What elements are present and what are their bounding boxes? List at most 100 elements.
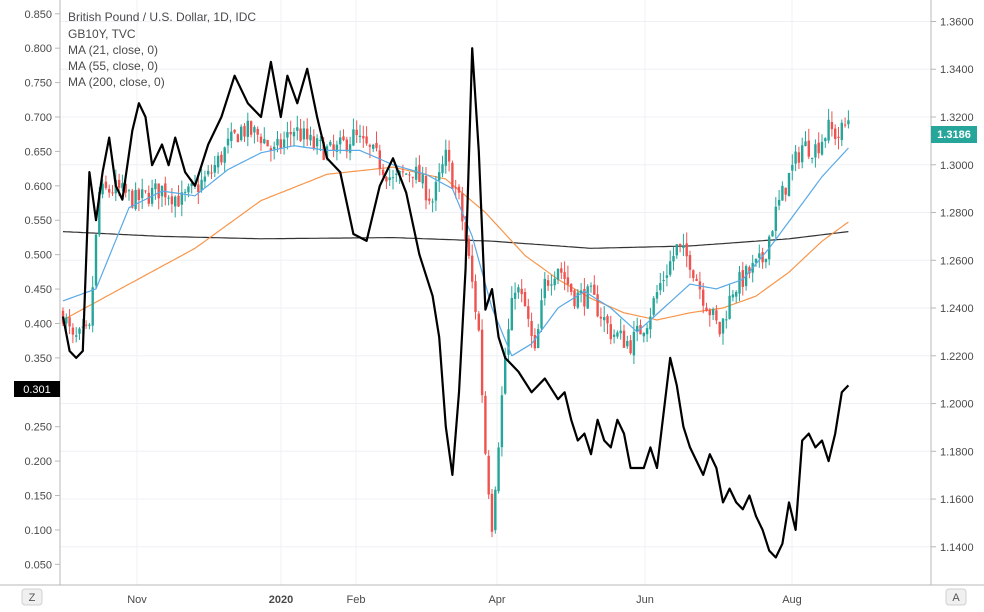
candle bbox=[692, 269, 695, 282]
candle bbox=[431, 198, 434, 213]
left-scale-label: Z bbox=[29, 592, 36, 604]
time-tick-label: Apr bbox=[488, 594, 505, 606]
candle bbox=[381, 163, 385, 178]
candle bbox=[375, 131, 378, 152]
candle bbox=[104, 175, 108, 190]
candle bbox=[226, 127, 230, 154]
candle bbox=[348, 136, 352, 161]
candle bbox=[843, 117, 847, 128]
candle bbox=[520, 279, 523, 303]
candle bbox=[606, 314, 609, 335]
candle bbox=[570, 283, 573, 296]
candle bbox=[342, 129, 345, 142]
candle bbox=[154, 178, 157, 200]
candle bbox=[309, 126, 312, 146]
candle bbox=[411, 176, 414, 188]
candle bbox=[824, 137, 827, 148]
left-tick-label: 0.650 bbox=[24, 146, 52, 158]
candle bbox=[477, 311, 480, 332]
gb10y-line bbox=[61, 47, 850, 559]
legend-ma21: MA (21, close, 0) bbox=[68, 43, 158, 57]
candle bbox=[708, 308, 711, 327]
candle bbox=[365, 126, 368, 146]
candle bbox=[84, 320, 88, 329]
ma21-line bbox=[62, 145, 849, 357]
candle bbox=[279, 133, 282, 155]
candle bbox=[246, 112, 249, 147]
candle bbox=[282, 131, 286, 155]
candle bbox=[494, 486, 497, 534]
candle bbox=[68, 309, 71, 335]
candle bbox=[556, 268, 560, 285]
candle bbox=[213, 155, 216, 177]
candle bbox=[517, 284, 520, 299]
candle bbox=[731, 290, 735, 302]
right-tick-label: 1.2800 bbox=[940, 208, 974, 220]
left-scale-button[interactable]: Z bbox=[21, 588, 43, 606]
right-tick-label: 1.2400 bbox=[940, 303, 974, 315]
candle bbox=[847, 110, 850, 129]
time-tick-label: Aug bbox=[782, 594, 802, 606]
candle bbox=[665, 264, 669, 287]
candle bbox=[167, 195, 170, 206]
legend-ma55: MA (55, close, 0) bbox=[68, 59, 158, 73]
candle bbox=[180, 180, 183, 217]
candle bbox=[735, 290, 738, 303]
candle bbox=[249, 120, 253, 138]
candle bbox=[797, 146, 801, 169]
candle bbox=[296, 115, 299, 141]
candle bbox=[75, 327, 78, 343]
left-tick-label: 0.400 bbox=[24, 318, 52, 330]
candle bbox=[523, 288, 527, 307]
candle bbox=[550, 274, 553, 296]
candle bbox=[183, 188, 187, 202]
candle bbox=[144, 190, 147, 194]
candle bbox=[576, 289, 579, 310]
right-tick-label: 1.2000 bbox=[940, 399, 974, 411]
left-axis[interactable]: 0.850 0.800 0.750 0.700 0.650 0.600 0.550 0.500… bbox=[24, 9, 60, 572]
candle bbox=[207, 165, 210, 177]
candle bbox=[705, 302, 708, 312]
candle bbox=[787, 172, 791, 197]
time-tick-label: Nov bbox=[127, 594, 147, 606]
candle bbox=[490, 489, 494, 538]
left-tick-label: 0.700 bbox=[24, 112, 52, 124]
left-tick-label: 0.450 bbox=[24, 284, 52, 296]
candle bbox=[682, 233, 685, 257]
candle bbox=[837, 126, 840, 150]
candle bbox=[728, 284, 731, 320]
candle bbox=[820, 134, 824, 156]
candle bbox=[801, 137, 804, 169]
right-axis[interactable]: 1.3600 1.3400 1.3200 1.3000 1.2800 1.2600 1.24… bbox=[931, 16, 974, 554]
candle bbox=[609, 315, 612, 345]
candle bbox=[834, 124, 837, 146]
candle bbox=[711, 307, 715, 320]
candle bbox=[586, 284, 589, 310]
right-scale-button[interactable]: A bbox=[945, 588, 967, 606]
price-last-value: 1.3186 bbox=[937, 129, 971, 141]
candle bbox=[362, 125, 365, 148]
time-axis[interactable]: Nov 2020 Feb Apr Jun Aug bbox=[127, 594, 802, 606]
candle bbox=[457, 184, 461, 200]
candle bbox=[157, 183, 160, 210]
candle bbox=[329, 139, 332, 147]
right-scale-label: A bbox=[952, 592, 960, 604]
candle bbox=[447, 140, 451, 172]
candle bbox=[461, 186, 464, 231]
candle bbox=[451, 160, 454, 190]
candle bbox=[418, 155, 421, 183]
left-tick-label: 0.600 bbox=[24, 181, 52, 193]
candle bbox=[71, 323, 75, 344]
candle bbox=[236, 133, 240, 143]
candle bbox=[292, 127, 296, 147]
legend-gb10y: GB10Y, TVC bbox=[68, 27, 136, 41]
ma200-line bbox=[62, 231, 849, 249]
candle bbox=[259, 133, 263, 151]
candle bbox=[131, 188, 134, 209]
candle bbox=[662, 271, 665, 292]
candle bbox=[358, 124, 362, 143]
right-tick-label: 1.1800 bbox=[940, 446, 974, 458]
candle bbox=[678, 243, 682, 253]
candle bbox=[725, 310, 728, 329]
